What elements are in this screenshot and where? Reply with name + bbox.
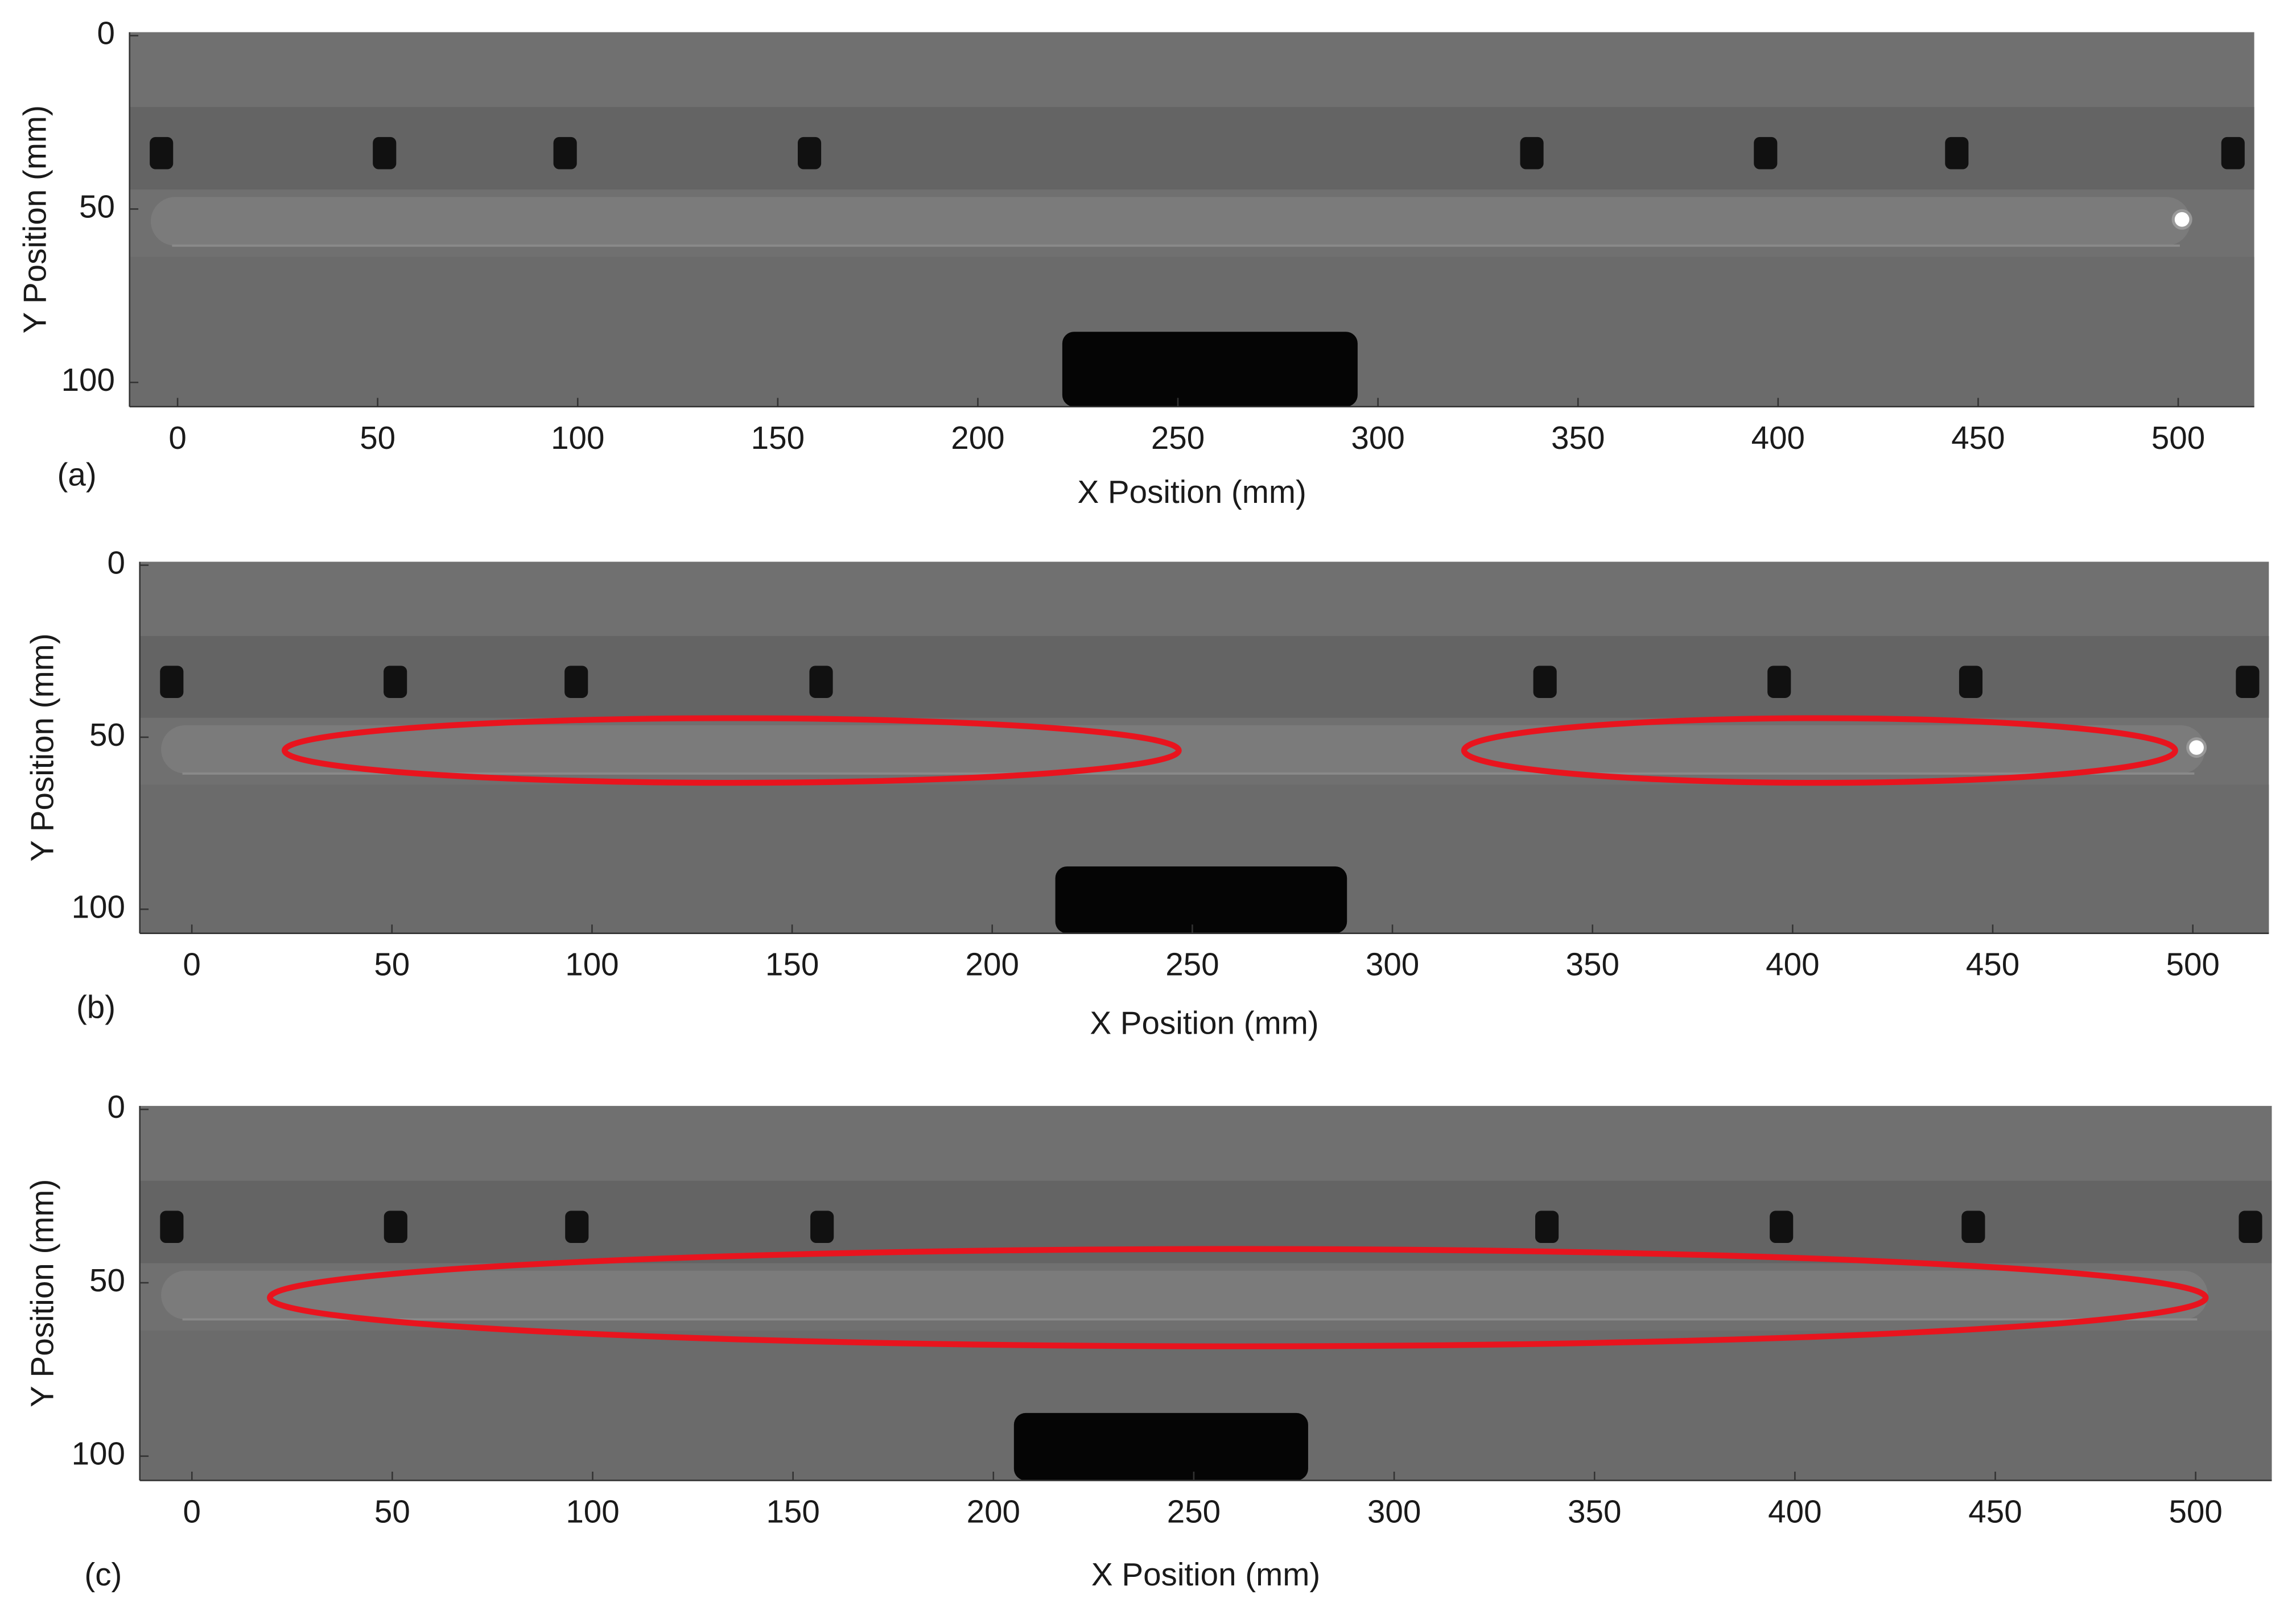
y-tick-label: 100 [61,362,115,398]
plate-marking [1767,666,1791,698]
plate-marking [565,1211,589,1244]
plate-marking [1754,137,1778,170]
panel-label: (c) [84,1556,122,1592]
y-axis-label: Y Position (mm) [24,1179,60,1407]
y-tick-label: 100 [72,889,125,924]
x-tick-label: 50 [374,1494,410,1530]
x-tick-label: 450 [1966,947,2019,982]
plate-marking [809,666,833,698]
y-tick-label: 0 [108,1089,125,1125]
panel: 0 50 100 150 200 250 300 350 400 450 500 0 50 100 X Po… [24,1089,2272,1592]
plate-marking [1533,666,1557,698]
lead-block [1013,1412,1308,1481]
x-tick-label: 50 [360,420,395,456]
x-tick-label: 150 [751,420,805,456]
plate-marking [2236,666,2260,698]
plate-marking [1520,137,1544,170]
plate-marking [2239,1211,2262,1244]
plate-marking [1945,137,1969,170]
lead-block [1055,866,1347,934]
weld-bead [161,1270,2208,1320]
y-tick-label: 100 [72,1436,125,1472]
marker-dot [2171,209,2192,230]
x-tick-label: 0 [168,420,186,456]
y-axis-label: Y Position (mm) [24,633,60,861]
y-tick-label: 0 [108,544,125,580]
y-tick-label: 50 [89,717,125,753]
x-tick-label: 100 [565,947,619,982]
plate-marking [2221,137,2245,170]
highlight-ellipse [281,715,1182,786]
label-band [129,107,2254,190]
x-tick-label: 250 [1165,947,1219,982]
weld-bead [161,725,2206,774]
x-tick-label: 500 [2166,947,2219,982]
panel: 0 50 100 150 200 250 300 350 400 450 500 0 50 100 X Po… [24,544,2269,1041]
x-tick-label: 100 [566,1494,619,1530]
y-tick-label: 50 [89,1262,125,1298]
x-tick-label: 400 [1768,1494,1821,1530]
plate-marking [1535,1211,1559,1244]
label-band [139,636,2269,718]
x-tick-label: 350 [1568,1494,1621,1530]
plate-marking [564,666,588,698]
x-tick-label: 500 [2169,1494,2222,1530]
x-tick-label: 250 [1151,420,1205,456]
x-tick-label: 300 [1366,947,1419,982]
x-tick-label: 0 [183,1494,201,1530]
x-tick-label: 200 [966,947,1019,982]
x-tick-label: 150 [765,947,819,982]
plate-marking [553,137,577,170]
x-tick-label: 400 [1751,420,1805,456]
plate-marking [160,666,184,698]
panel: 0 50 100 150 200 250 300 350 400 450 500 0 50 100 X Po… [17,15,2254,510]
plate-marking [384,666,407,698]
plate-marking [797,137,822,170]
highlight-ellipse [267,1246,2209,1349]
x-tick-label: 350 [1566,947,1619,982]
x-tick-label: 0 [183,947,200,982]
y-tick-label: 50 [79,188,115,224]
plate-marking [373,137,397,170]
x-tick-label: 450 [1951,420,2005,456]
plate-marking [1959,666,1983,698]
panel-label: (a) [57,456,97,492]
y-axis-label: Y Position (mm) [17,105,53,333]
x-tick-label: 200 [951,420,1004,456]
plate-marking [1770,1211,1794,1244]
plate-marking [810,1211,834,1244]
x-tick-label: 100 [551,420,604,456]
x-tick-label: 300 [1367,1494,1421,1530]
x-tick-label: 450 [1968,1494,2022,1530]
x-axis-label: X Position (mm) [1091,1556,1320,1592]
plate-marking [160,1211,184,1244]
marker-dot [2186,737,2207,758]
plate-marking [150,137,174,170]
weld-bead [151,197,2191,246]
x-tick-label: 150 [766,1494,819,1530]
x-tick-label: 350 [1551,420,1605,456]
lead-block [1062,332,1358,407]
y-tick-label: 0 [97,15,115,51]
x-axis-label: X Position (mm) [1090,1005,1318,1041]
panel-label: (b) [76,989,116,1025]
x-tick-label: 50 [374,947,410,982]
x-tick-label: 500 [2151,420,2205,456]
x-tick-label: 200 [967,1494,1020,1530]
plate-marking [1961,1211,1985,1244]
highlight-ellipse [1461,715,2178,786]
x-tick-label: 250 [1167,1494,1221,1530]
plate-marking [384,1211,407,1244]
x-tick-label: 300 [1351,420,1404,456]
x-axis-label: X Position (mm) [1077,474,1306,510]
x-tick-label: 400 [1766,947,1819,982]
